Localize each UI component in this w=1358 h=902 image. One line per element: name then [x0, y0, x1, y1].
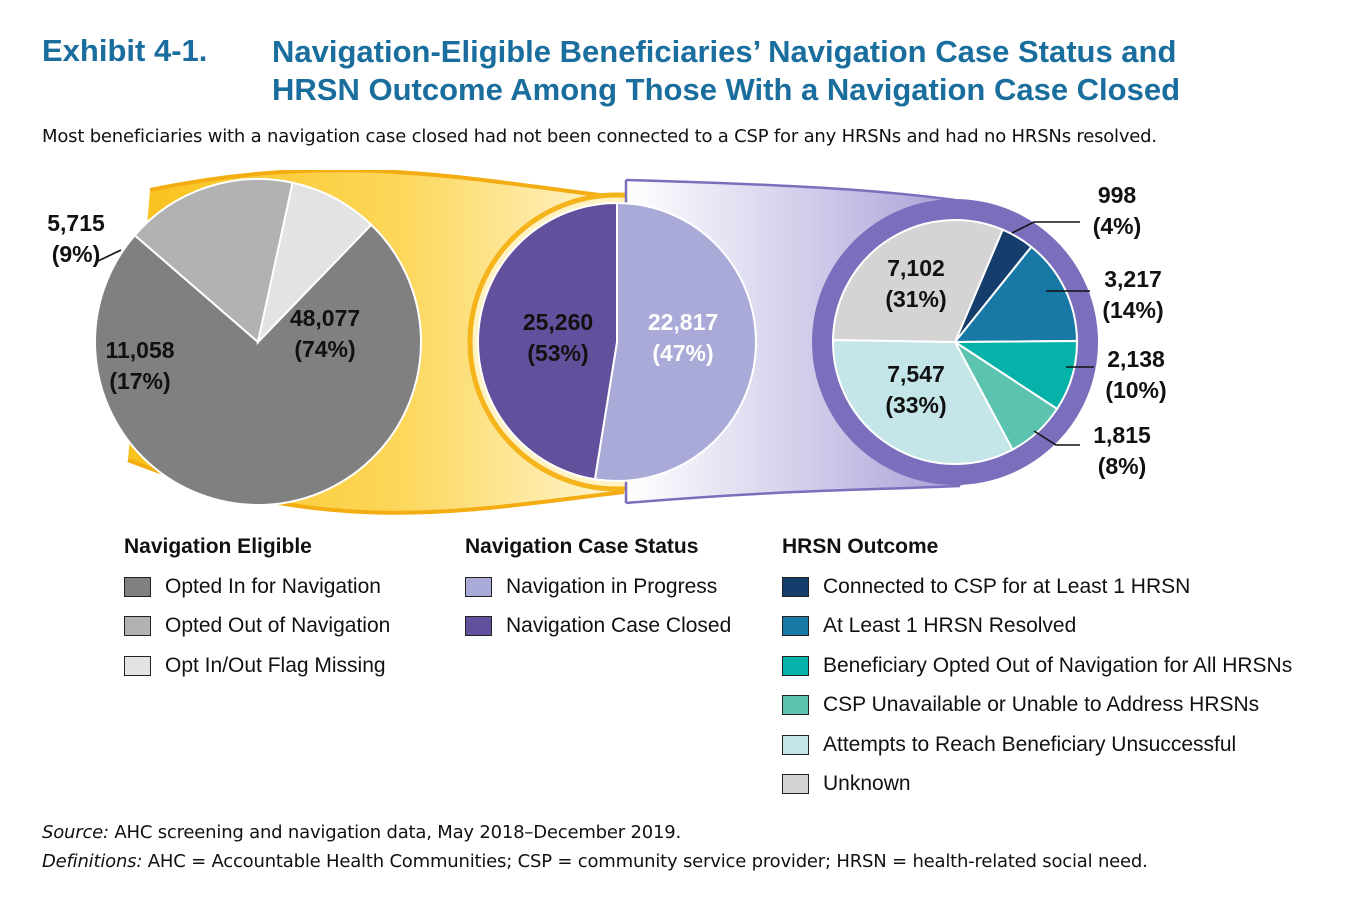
pie-hrsn-outcome — [831, 219, 1079, 465]
slice-opted-out-of-navigation — [133, 178, 294, 344]
legend-swatch — [124, 576, 151, 597]
slice-value-label: 25,260 — [523, 309, 593, 335]
slice-percent-label: (47%) — [652, 340, 713, 366]
source-text: AHC screening and navigation data, May 2… — [108, 822, 682, 843]
legend-swatch — [124, 655, 151, 676]
slice-opt-in-out-flag-missing — [256, 181, 373, 346]
legend-item-opted-out-of-navigation: Opted Out of Navigation — [124, 607, 390, 647]
slice-percent-label: (8%) — [1098, 453, 1147, 479]
slice-value-label: 7,102 — [887, 255, 945, 281]
slice-percent-label: (31%) — [885, 286, 946, 312]
legend-swatch — [782, 734, 809, 755]
legend-swatch — [782, 616, 809, 637]
legend-label: Unknown — [823, 772, 911, 796]
slice-percent-label: (9%) — [52, 241, 101, 267]
pies — [94, 178, 1079, 506]
legend-swatch — [782, 774, 809, 795]
pie-navigation-eligible — [94, 178, 422, 506]
legend-swatch — [782, 695, 809, 716]
slice-at-least-1-hrsn-resolved — [952, 245, 1079, 344]
legend-swatch — [465, 616, 492, 637]
legend-title: Navigation Eligible — [124, 535, 312, 558]
source-label: Source: — [42, 822, 109, 843]
legend-navigation-eligible: Navigation Eligible Opted In for Navigat… — [124, 535, 390, 686]
slice-value-label: 998 — [1098, 182, 1137, 208]
legend-item-unknown: Unknown — [782, 765, 1292, 805]
exhibit-title: Navigation-Eligible Beneficiaries’ Navig… — [272, 33, 1180, 109]
legend-swatch — [782, 576, 809, 597]
slice-value-label: 2,138 — [1107, 346, 1165, 372]
legend-item-attempts-to-reach-beneficiary-unsuccessful: Attempts to Reach Beneficiary Unsuccessf… — [782, 725, 1292, 765]
leader-line — [95, 249, 122, 263]
legend-item-opt-in-out-flag-missing: Opt In/Out Flag Missing — [124, 646, 390, 686]
legend-item-beneficiary-opted-out-of-navigation-for-all-hrsns: Beneficiary Opted Out of Navigation for … — [782, 646, 1292, 686]
exhibit-subtitle: Most beneficiaries with a navigation cas… — [42, 126, 1157, 147]
legend-title: HRSN Outcome — [782, 535, 939, 558]
exhibit-title-line-2: HRSN Outcome Among Those With a Navigati… — [272, 72, 1181, 107]
slice-percent-label: (17%) — [109, 368, 170, 394]
pie-navigation-case-status — [477, 201, 757, 482]
legend-item-connected-to-csp-for-at-least-1-hrsn: Connected to CSP for at Least 1 HRSN — [782, 567, 1292, 607]
legend-label: Navigation in Progress — [506, 574, 718, 598]
legend-label: Opted In for Navigation — [165, 574, 381, 598]
exhibit-title-line-1: Navigation-Eligible Beneficiaries’ Navig… — [272, 34, 1177, 69]
legend-label: Navigation Case Closed — [506, 614, 732, 638]
slice-value-label: 48,077 — [290, 305, 360, 331]
pie-labels: 48,077 (74%) 11,058 (17%) 5,715 (9%) 25,260 (53… — [47, 182, 1166, 479]
slice-attempts-to-reach-beneficiary-unsuccessful — [832, 338, 1014, 465]
slice-value-label: 5,715 — [47, 210, 105, 236]
legend-label: CSP Unavailable or Unable to Address HRS… — [823, 693, 1260, 717]
slice-value-label: 1,815 — [1093, 422, 1151, 448]
leader-line — [1033, 430, 1080, 446]
slice-percent-label: (53%) — [527, 340, 588, 366]
slice-value-label: 3,217 — [1104, 266, 1162, 292]
definitions-label: Definitions: — [42, 851, 143, 872]
legend-label: Connected to CSP for at Least 1 HRSN — [823, 574, 1191, 598]
slice-opted-in-for-navigation — [94, 223, 422, 506]
legend-label: Attempts to Reach Beneficiary Unsuccessf… — [823, 732, 1237, 756]
legend-swatch — [782, 655, 809, 676]
slice-unknown — [831, 219, 1004, 344]
legend-label: At Least 1 HRSN Resolved — [823, 614, 1077, 638]
legend-item-at-least-1-hrsn-resolved: At Least 1 HRSN Resolved — [782, 607, 1292, 647]
source-note: Source: AHC screening and navigation dat… — [42, 818, 1148, 847]
legend-item-csp-unavailable-or-unable-to-address-hrsns: CSP Unavailable or Unable to Address HRS… — [782, 686, 1292, 726]
pie-chart-figure: 48,077 (74%) 11,058 (17%) 5,715 (9%) 25,260 (53… — [47, 170, 1167, 515]
legend-swatch — [124, 616, 151, 637]
slice-percent-label: (33%) — [885, 392, 946, 418]
slice-value-label: 22,817 — [648, 309, 718, 335]
legend-item-navigation-case-closed: Navigation Case Closed — [465, 607, 731, 647]
legend-label: Opt In/Out Flag Missing — [165, 653, 386, 677]
slice-navigation-in-progress — [593, 201, 757, 482]
exhibit-number: Exhibit 4-1. — [42, 33, 208, 68]
legend-item-navigation-in-progress: Navigation in Progress — [465, 567, 731, 607]
legend-item-opted-in-for-navigation: Opted In for Navigation — [124, 567, 390, 607]
legend-label: Opted Out of Navigation — [165, 614, 391, 638]
legend-label: Beneficiary Opted Out of Navigation for … — [823, 653, 1293, 677]
legend-hrsn-outcome: HRSN Outcome Connected to CSP for at Lea… — [782, 535, 1292, 804]
footer: Source: AHC screening and navigation dat… — [42, 818, 1148, 876]
legend-navigation-case-status: Navigation Case Status Navigation in Pro… — [465, 535, 731, 646]
slice-value-label: 11,058 — [105, 337, 174, 363]
slice-percent-label: (4%) — [1093, 213, 1142, 239]
legend-title: Navigation Case Status — [465, 535, 699, 558]
definitions-text: AHC = Accountable Health Communities; CS… — [142, 851, 1148, 872]
leader-lines — [95, 221, 1094, 446]
leader-line — [1011, 221, 1080, 234]
slice-navigation-case-closed — [477, 201, 618, 481]
slice-percent-label: (74%) — [294, 336, 355, 362]
definitions-note: Definitions: AHC = Accountable Health Co… — [42, 847, 1148, 876]
slice-percent-label: (10%) — [1105, 377, 1166, 403]
slice-percent-label: (14%) — [1102, 297, 1163, 323]
legend-swatch — [465, 576, 492, 597]
slice-value-label: 7,547 — [887, 361, 945, 387]
